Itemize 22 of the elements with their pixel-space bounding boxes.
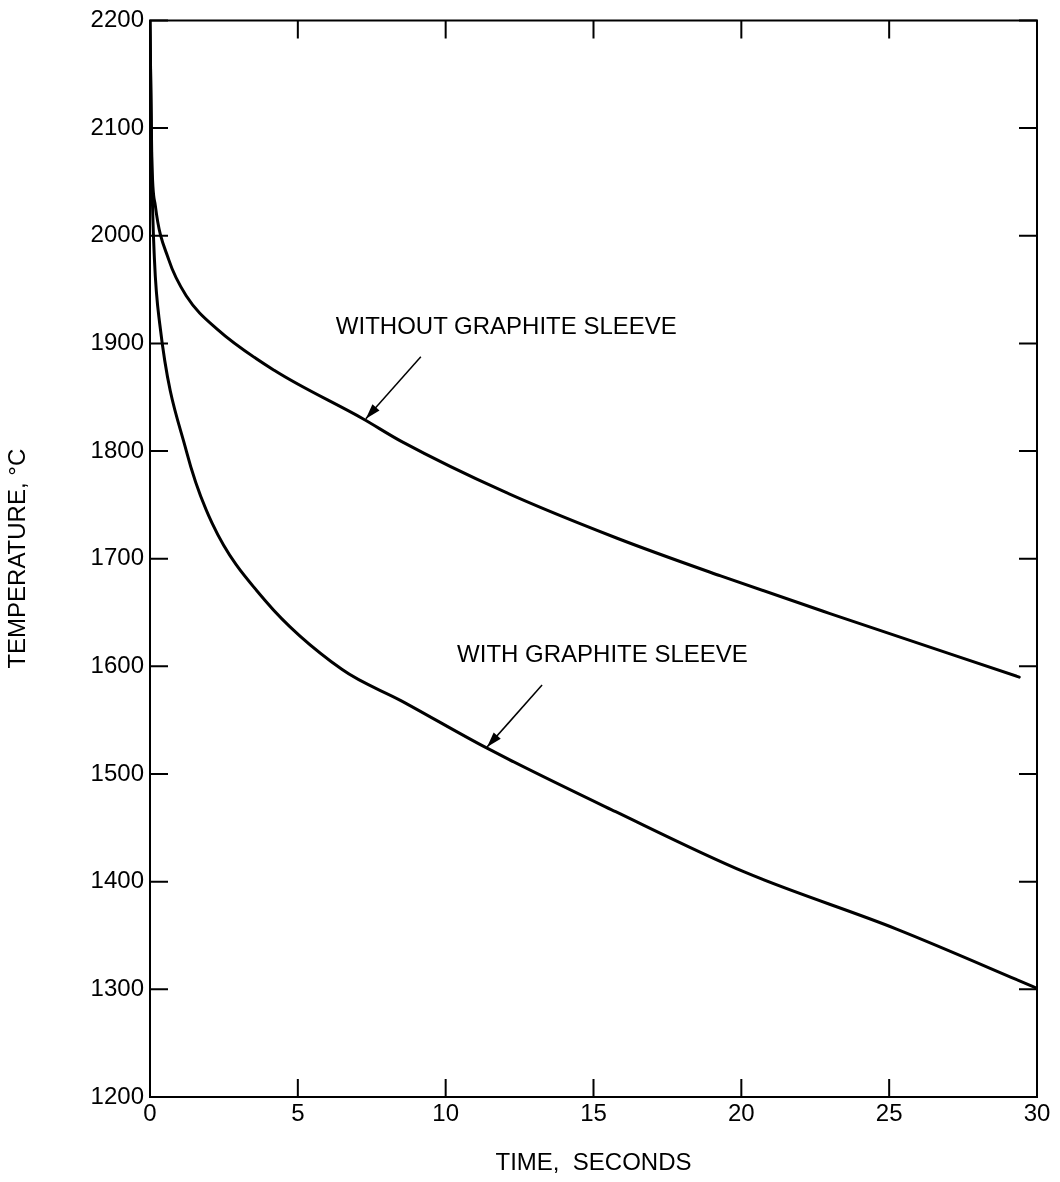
- annotation: WITHOUT GRAPHITE SLEEVE: [335, 311, 677, 339]
- y-tick-label: 1700: [90, 543, 144, 571]
- y-tick-label: 1300: [90, 973, 144, 1001]
- y-tick-label: 2100: [90, 112, 144, 140]
- y-tick-label: 2000: [90, 220, 144, 248]
- x-tick-label: 20: [727, 1099, 755, 1127]
- x-tick-label: 15: [580, 1099, 607, 1127]
- y-axis-title: TEMPERATURE, °C: [3, 448, 31, 669]
- y-tick-label: 1400: [90, 866, 144, 894]
- x-tick-label: 0: [143, 1099, 157, 1127]
- x-axis-title: TIME, SECONDS: [495, 1148, 692, 1176]
- y-tick-label: 1900: [90, 328, 144, 356]
- y-tick-label: 1600: [90, 650, 144, 678]
- y-tick-label: 2200: [90, 5, 144, 33]
- y-tick-label: 1500: [90, 758, 144, 786]
- annotation: WITH GRAPHITE SLEEVE: [457, 640, 748, 668]
- y-tick-label: 1800: [90, 435, 144, 463]
- x-tick-label: 5: [291, 1099, 305, 1127]
- x-tick-label: 25: [875, 1099, 903, 1127]
- x-tick-label: 30: [1023, 1099, 1051, 1127]
- x-tick-label: 10: [432, 1099, 460, 1127]
- y-tick-label: 1200: [90, 1081, 144, 1109]
